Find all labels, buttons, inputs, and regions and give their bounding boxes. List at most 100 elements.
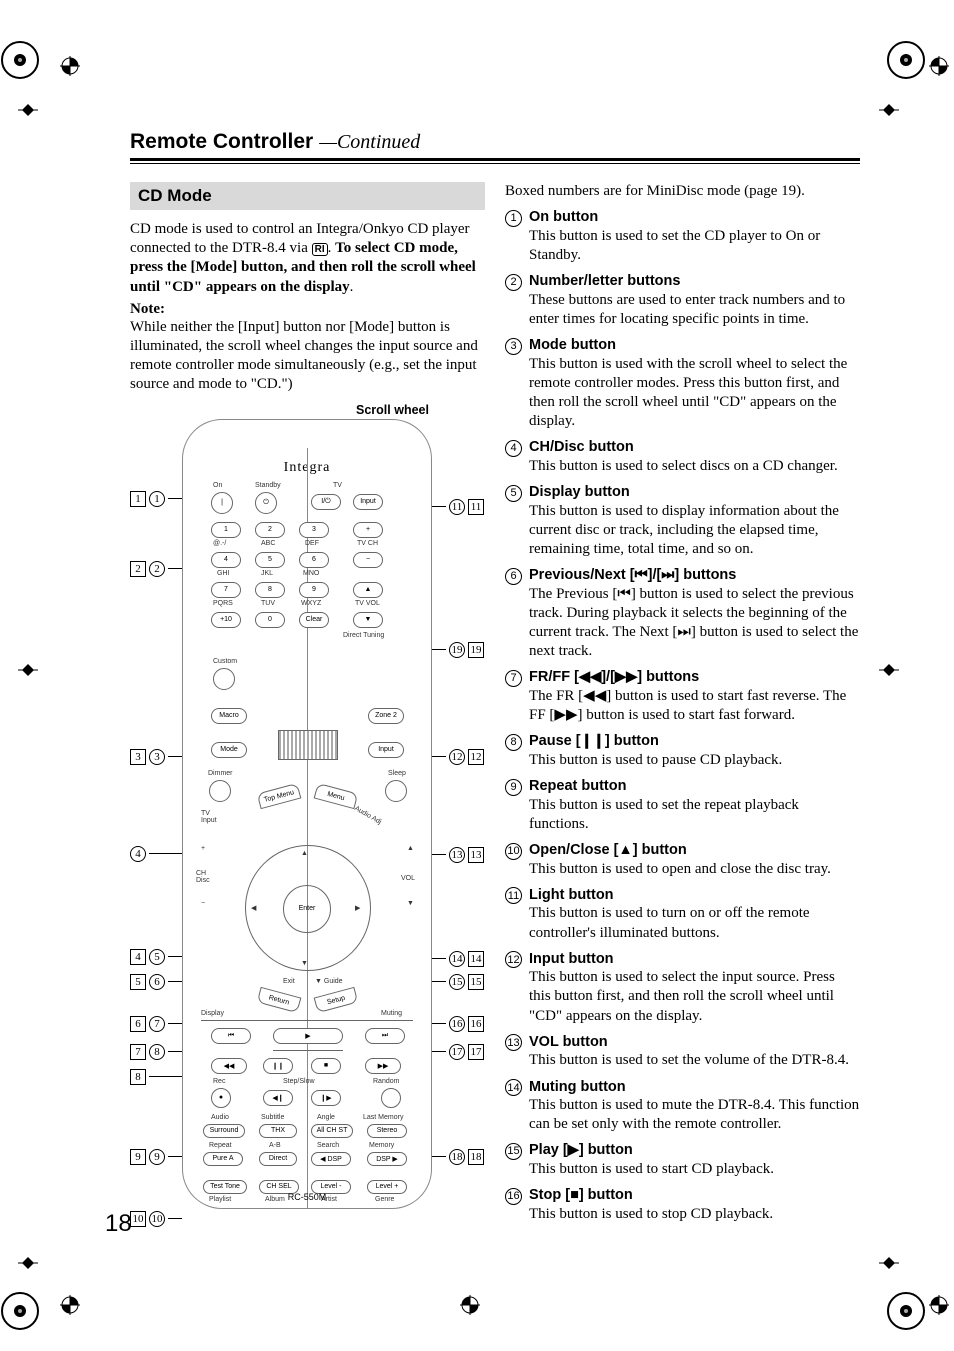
lbl: Muting (381, 1010, 402, 1017)
header-title: Remote Controller (130, 130, 313, 154)
btn-topmenu: Top Menu (257, 782, 302, 808)
crop-mark (929, 56, 949, 76)
definition-item: 11Light buttonThis button is used to tur… (505, 886, 860, 943)
btn-thx: THX (259, 1124, 297, 1138)
btn-dimmer (209, 780, 231, 802)
def-body: Mode buttonThis button is used with the … (529, 336, 860, 431)
def-title: Stop [■] button (529, 1186, 860, 1205)
definition-item: 8Pause [❙❙] buttonThis button is used to… (505, 732, 860, 770)
def-number: 5 (505, 483, 529, 559)
lbl: TUV (261, 600, 275, 607)
definition-item: 6Previous/Next [⏮]/[⏭] buttonsThe Previo… (505, 566, 860, 661)
definition-item: 5Display buttonThis button is used to di… (505, 483, 860, 559)
registration-mark (886, 1291, 926, 1331)
callout: 4 (130, 846, 182, 862)
btn-tvpower: I/⏻ (311, 494, 341, 510)
page-content: Remote Controller —Continued CD Mode CD … (130, 130, 860, 1224)
callout: 1515 (432, 974, 484, 990)
crop-mark (879, 100, 899, 120)
def-number: 8 (505, 732, 529, 770)
rule (130, 163, 860, 164)
def-number: 2 (505, 272, 529, 329)
lbl: Random (373, 1078, 399, 1085)
left-callouts: 1122334455667788991010 (130, 419, 182, 1209)
def-title: CH/Disc button (529, 438, 860, 457)
lbl: DEF (305, 540, 319, 547)
def-desc: This button is used to set the volume of… (529, 1051, 860, 1070)
page-header: Remote Controller —Continued (130, 130, 860, 161)
def-body: Display buttonThis button is used to dis… (529, 483, 860, 559)
lbl: Sleep (388, 770, 406, 777)
btn-custom (213, 668, 235, 690)
lbl: Audio Adj (353, 805, 382, 826)
btn-dspl: ◀ DSP (311, 1152, 351, 1166)
callout: 45 (130, 949, 182, 965)
def-title: Play [▶] button (529, 1141, 860, 1160)
callout: 1010 (130, 1211, 182, 1227)
crop-mark (18, 660, 38, 680)
btn-purea: Pure A (203, 1152, 243, 1166)
registration-mark (0, 1291, 40, 1331)
def-title: Display button (529, 483, 860, 502)
def-number: 13 (505, 1033, 529, 1071)
btn-zone2: Zone 2 (368, 708, 404, 724)
btn-tvvolup: ▲ (353, 582, 383, 598)
btn-return: Return (257, 986, 302, 1012)
btn-prev: ⏮ (211, 1028, 251, 1044)
definition-item: 16Stop [■] buttonThis button is used to … (505, 1186, 860, 1224)
lbl: TV (333, 482, 342, 489)
lbl: Search (317, 1142, 339, 1149)
def-title: On button (529, 208, 860, 227)
btn-5: 5 (255, 552, 285, 568)
remote-diagram: 1122334455667788991010 Integra On Standb… (130, 419, 485, 1209)
lbl: Exit (283, 978, 295, 985)
def-desc: The Previous [⏮] button is used to selec… (529, 585, 860, 662)
btn-6: 6 (299, 552, 329, 568)
def-desc: This button is used to stop CD playback. (529, 1205, 860, 1224)
btn-tvvoldn: ▼ (353, 612, 383, 628)
btn-next: ⏭ (365, 1028, 405, 1044)
def-title: Open/Close [▲] button (529, 841, 860, 860)
def-desc: This button is used with the scroll whee… (529, 355, 860, 432)
callout: 1111 (432, 499, 484, 515)
def-number: 16 (505, 1186, 529, 1224)
btn-dspr: DSP ▶ (367, 1152, 407, 1166)
def-desc: This button is used to set the CD player… (529, 227, 860, 265)
lbl: VOL (401, 875, 415, 882)
ri-icon: RI (312, 243, 328, 256)
lbl: Subtitle (261, 1114, 284, 1121)
lbl: TV VOL (355, 600, 380, 607)
def-title: Previous/Next [⏮]/[⏭] buttons (529, 566, 860, 585)
def-body: On buttonThis button is used to set the … (529, 208, 860, 265)
left-column: CD Mode CD mode is used to control an In… (130, 182, 485, 1224)
btn-standby: ⏻ (255, 492, 277, 514)
lbl: A-B (269, 1142, 281, 1149)
intro-text-b: . (328, 240, 336, 256)
intro-paragraph: CD mode is used to control an Integra/On… (130, 220, 485, 297)
btn-on: | (211, 492, 233, 514)
header-continued: —Continued (319, 131, 420, 154)
def-body: Number/letter buttonsThese buttons are u… (529, 272, 860, 329)
btn-pause: ❙❙ (263, 1058, 293, 1074)
lbl: TV Input (201, 810, 217, 824)
def-body: Play [▶] buttonThis button is used to st… (529, 1141, 860, 1179)
btn-plus10: +10 (211, 612, 241, 628)
def-title: Light button (529, 886, 860, 905)
lbl: ABC (261, 540, 275, 547)
btn-7: 7 (211, 582, 241, 598)
callout: 1212 (432, 749, 484, 765)
btn-random (381, 1088, 401, 1108)
callout: 78 (130, 1044, 182, 1060)
definition-item: 14Muting buttonThis button is used to mu… (505, 1078, 860, 1135)
lbl: Standby (255, 482, 281, 489)
definition-item: 3Mode buttonThis button is used with the… (505, 336, 860, 431)
lbl: − (201, 900, 205, 907)
lbl: Memory (369, 1142, 394, 1149)
crop-mark (460, 1295, 480, 1315)
def-number: 7 (505, 668, 529, 725)
lbl: WXYZ (301, 600, 321, 607)
btn-input: Input (368, 742, 404, 758)
def-desc: This button is used to open and close th… (529, 860, 860, 879)
btn-rec: ● (211, 1088, 231, 1108)
def-desc: This button is used to select discs on a… (529, 457, 860, 476)
